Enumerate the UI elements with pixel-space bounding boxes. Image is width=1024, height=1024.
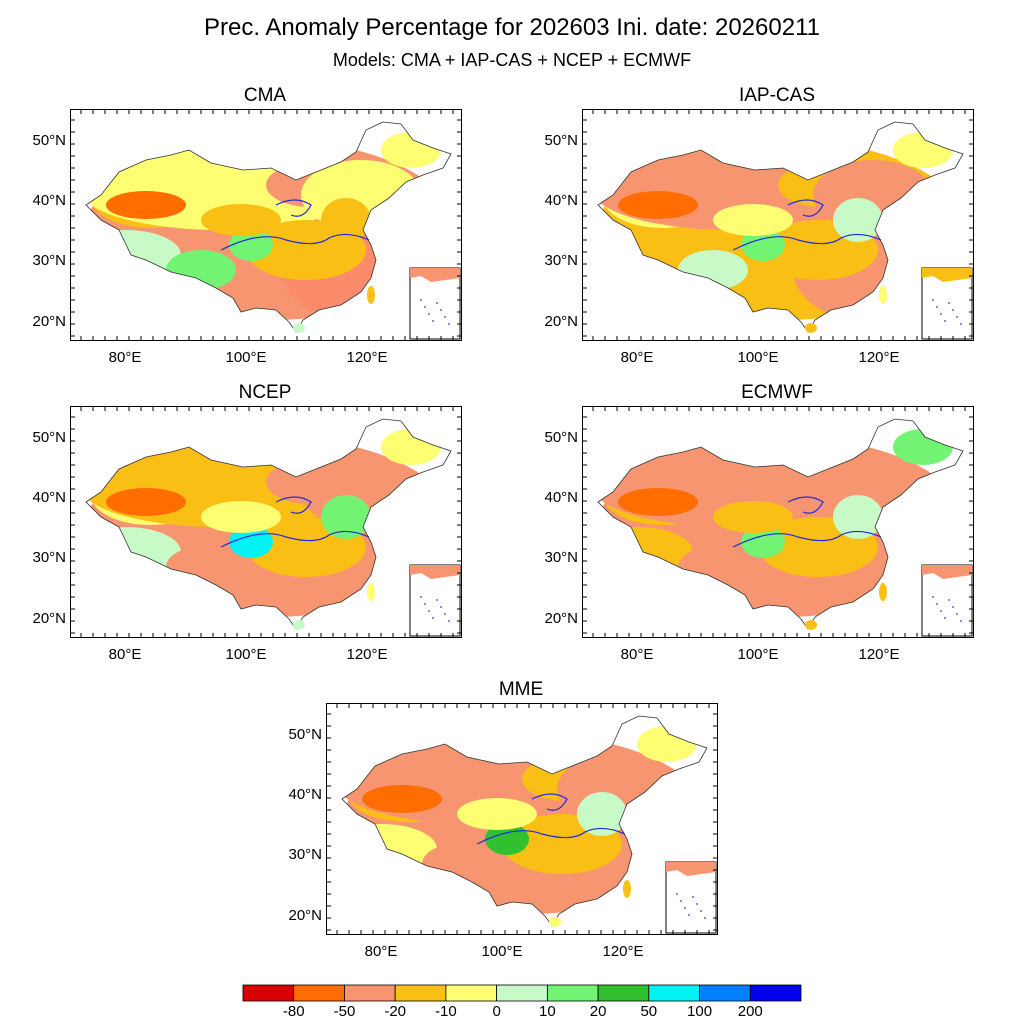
anomaly-region (321, 495, 371, 539)
figure-title: Prec. Anomaly Percentage for 202603 Ini.… (204, 14, 820, 41)
colorbar-segment (597, 984, 650, 1002)
lat-tick-label: 40°N (32, 489, 66, 506)
lon-tick-label: 120°E (346, 349, 388, 366)
anomaly-region (86, 527, 181, 577)
lat-tick-label: 20°N (32, 610, 66, 627)
lat-tick-label: 30°N (544, 549, 578, 566)
lat-tick-label: 20°N (288, 907, 322, 924)
colorbar-label: 200 (737, 1003, 763, 1020)
anomaly-region (713, 204, 793, 236)
lat-tick-label: 50°N (32, 429, 66, 446)
anomaly-region (166, 250, 236, 290)
colorbar-segment (445, 984, 498, 1002)
lon-tick-label: 100°E (737, 646, 779, 663)
anomaly-region (713, 501, 793, 533)
panel-title-iap-cas: IAP-CAS (738, 85, 816, 106)
lon-tick-label: 100°E (225, 646, 267, 663)
anomaly-region (577, 792, 627, 836)
figure-subtitle: Models: CMA + IAP-CAS + NCEP + ECMWF (332, 50, 692, 70)
map-mme (326, 703, 718, 935)
lon-tick-label: 120°E (858, 349, 900, 366)
lon-tick-label: 100°E (481, 943, 523, 960)
lat-tick-label: 50°N (288, 726, 322, 743)
colorbar-segment (293, 984, 345, 1002)
colorbar-segment (546, 984, 599, 1002)
colorbar-label: 10 (539, 1003, 556, 1020)
map-ncep (70, 406, 462, 638)
lat-tick-label: 20°N (32, 313, 66, 330)
anomaly-region (618, 191, 698, 219)
lon-tick-label: 80°E (108, 646, 142, 663)
anomaly-region (618, 488, 698, 516)
colorbar-segment (699, 984, 751, 1002)
lon-tick-label: 80°E (108, 349, 142, 366)
anomaly-region (166, 547, 236, 587)
lon-tick-label: 120°E (602, 943, 644, 960)
lon-tick-label: 80°E (620, 349, 654, 366)
colorbar-label: 100 (687, 1003, 713, 1020)
lat-tick-label: 50°N (32, 132, 66, 149)
lat-tick-label: 40°N (544, 192, 578, 209)
anomaly-region (106, 191, 186, 219)
map-ecmwf (582, 406, 974, 638)
lat-tick-label: 30°N (32, 549, 66, 566)
map-iap-cas (582, 109, 974, 341)
anomaly-region (106, 488, 186, 516)
colorbar-label: -80 (282, 1003, 305, 1020)
lat-tick-label: 30°N (32, 252, 66, 269)
anomaly-region (422, 844, 492, 884)
lat-tick-label: 30°N (544, 252, 578, 269)
colorbar-label: -10 (435, 1003, 457, 1020)
colorbar-label: 20 (589, 1003, 607, 1020)
colorbar-segment (344, 984, 396, 1002)
lat-tick-label: 40°N (32, 192, 66, 209)
colorbar-segment (749, 984, 802, 1002)
lat-tick-label: 20°N (544, 610, 578, 627)
lat-tick-label: 50°N (544, 429, 578, 446)
anomaly-region (342, 824, 437, 874)
lon-tick-label: 100°E (225, 349, 267, 366)
anomaly-region (678, 250, 748, 290)
panel-title-cma: CMA (243, 85, 287, 106)
lon-tick-label: 80°E (620, 646, 654, 663)
anomaly-region (598, 527, 693, 577)
map-cma (70, 109, 462, 341)
colorbar-segment (648, 984, 700, 1002)
colorbar-label: 0 (492, 1003, 501, 1020)
colorbar-label: -20 (384, 1003, 407, 1020)
anomaly-region (321, 198, 371, 242)
anomaly-region (833, 198, 883, 242)
anomaly-region (362, 785, 442, 813)
panel-title-mme: MME (498, 679, 544, 700)
colorbar-segment (496, 984, 548, 1002)
lat-tick-label: 40°N (288, 786, 322, 803)
anomaly-region (457, 798, 537, 830)
lat-tick-label: 40°N (544, 489, 578, 506)
anomaly-region (833, 495, 883, 539)
lon-tick-label: 120°E (858, 646, 900, 663)
lon-tick-label: 80°E (364, 943, 398, 960)
anomaly-region (201, 501, 281, 533)
anomaly-region (201, 204, 281, 236)
anomaly-region (86, 230, 181, 280)
panel-title-ecmwf: ECMWF (741, 382, 813, 403)
panel-title-ncep: NCEP (238, 382, 292, 403)
colorbar-segment (242, 984, 295, 1002)
lat-tick-label: 50°N (544, 132, 578, 149)
colorbar-label: -50 (333, 1003, 356, 1020)
lat-tick-label: 30°N (288, 846, 322, 863)
colorbar-segment (394, 984, 447, 1002)
lat-tick-label: 20°N (544, 313, 578, 330)
anomaly-region (598, 230, 693, 280)
colorbar-label: 50 (640, 1003, 658, 1020)
anomaly-region (678, 547, 748, 587)
lon-tick-label: 100°E (737, 349, 779, 366)
lon-tick-label: 120°E (346, 646, 388, 663)
